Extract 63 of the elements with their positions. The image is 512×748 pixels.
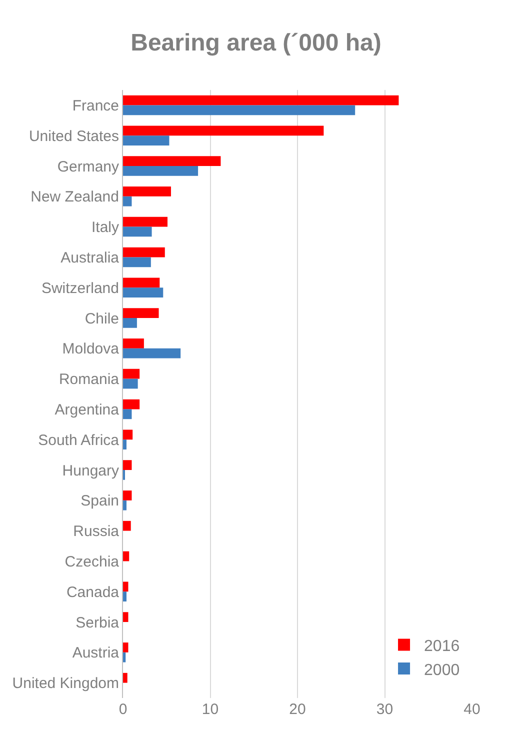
bar: [123, 318, 137, 328]
y-tick-label: Germany: [57, 158, 120, 176]
y-tick-label: Spain: [80, 492, 119, 510]
bar: [123, 430, 133, 440]
y-tick-label: Argentina: [54, 401, 120, 418]
bar: [123, 490, 132, 500]
y-tick-label: Hungary: [62, 462, 120, 480]
bar: [123, 166, 198, 176]
y-tick-label: France: [72, 97, 119, 114]
y-tick-label: Austria: [72, 644, 120, 662]
bar: [123, 156, 221, 166]
bar: [123, 500, 126, 510]
y-tick-label: Italy: [91, 219, 120, 236]
bar: [123, 378, 138, 389]
bar: [123, 226, 152, 237]
x-tick-label: 20: [289, 701, 306, 718]
bar: [123, 348, 181, 358]
bar: [123, 652, 126, 662]
bar: [123, 368, 140, 379]
bar: [123, 186, 171, 196]
y-tick-label: South Africa: [38, 432, 120, 449]
bar: [123, 257, 151, 268]
legend-label: 2016: [424, 638, 460, 655]
y-tick-label: Chile: [84, 310, 119, 328]
bar: [123, 196, 132, 206]
x-tick-label: 0: [118, 701, 128, 718]
y-tick-label: Romania: [58, 371, 120, 388]
bar: [123, 592, 126, 602]
bar: [123, 551, 130, 562]
legend-label: 2000: [424, 662, 460, 679]
y-tick-label: Australia: [60, 249, 120, 266]
bar: [123, 409, 132, 420]
bar: [123, 136, 170, 146]
bar: [123, 278, 160, 288]
bar: [123, 105, 356, 116]
y-tick-label: United Kingdom: [12, 675, 119, 692]
bar: [123, 520, 131, 531]
y-tick-label: Canada: [66, 584, 120, 601]
bar: [123, 288, 164, 298]
x-tick-label: 10: [202, 701, 219, 718]
bar: [123, 126, 324, 136]
bar: [123, 399, 140, 410]
x-tick-label: 40: [464, 701, 480, 718]
x-tick-label: 30: [376, 701, 394, 718]
chart-title: Bearing area (´000 ha): [130, 29, 382, 56]
y-tick-label: Moldova: [62, 340, 120, 358]
bar: [123, 612, 128, 622]
bar: [123, 247, 165, 258]
y-tick-label: Serbia: [76, 614, 120, 632]
y-tick-label: Czechia: [64, 553, 120, 570]
bar: [123, 216, 168, 227]
bar: [123, 338, 144, 348]
bar: [123, 582, 128, 592]
y-tick-label: New Zealand: [30, 188, 119, 206]
bar: [123, 672, 128, 683]
bar: [123, 308, 159, 318]
bar: [123, 440, 126, 450]
bar: [123, 460, 132, 470]
y-tick-label: Russia: [73, 523, 120, 540]
y-tick-label: United States: [28, 128, 119, 145]
bar: [123, 642, 128, 652]
bar: [123, 95, 399, 106]
y-tick-label: Switzerland: [41, 280, 119, 297]
